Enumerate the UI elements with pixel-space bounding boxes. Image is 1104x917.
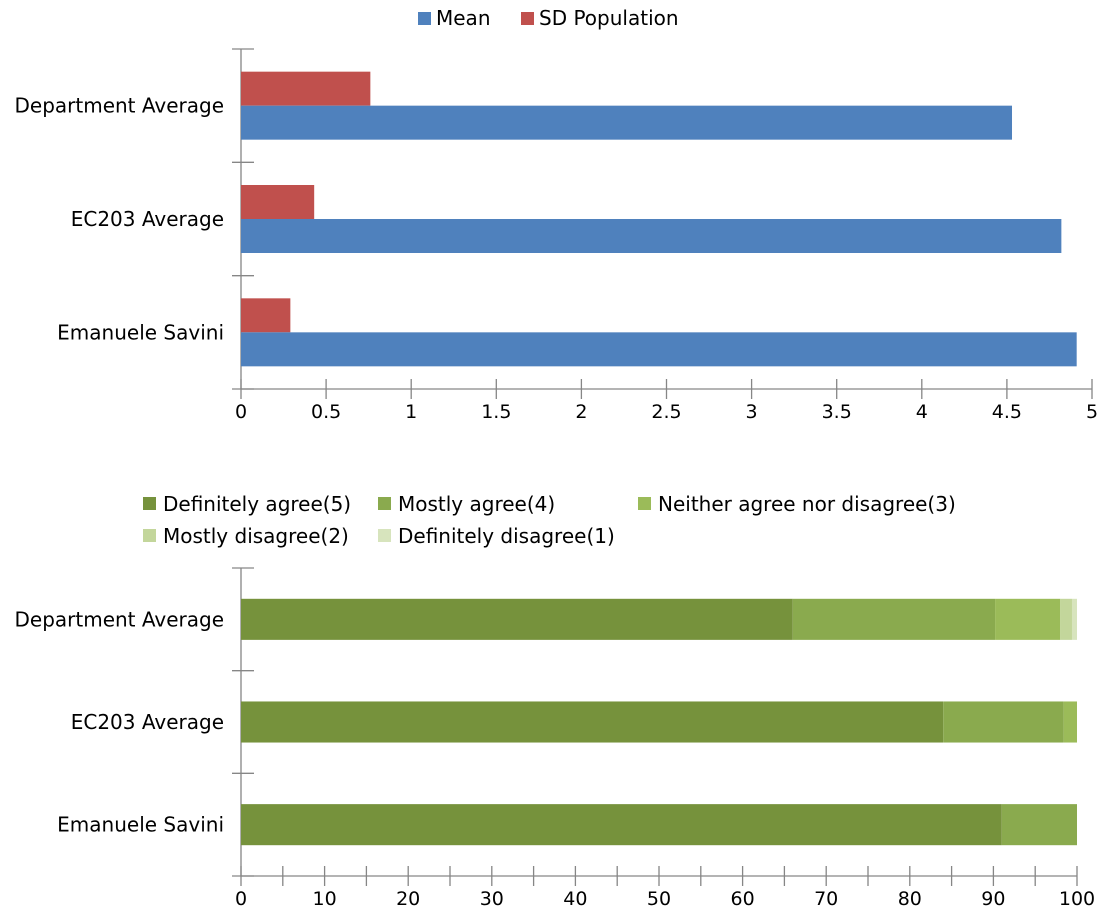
x-tick-label: 20 <box>396 888 420 910</box>
x-tick-label: 60 <box>731 888 755 910</box>
category-label-department-average: Department Average <box>14 94 224 118</box>
x-tick-label: 10 <box>313 888 337 910</box>
legend-swatch-sd-population <box>521 12 534 25</box>
bar-mean-ec203-average <box>241 219 1062 253</box>
x-tick-label: 0 <box>235 401 247 423</box>
category-label-ec203-average: EC203 Average <box>71 710 224 734</box>
category-label-emanuele-savini: Emanuele Savini <box>57 320 224 344</box>
category-label-emanuele-savini: Emanuele Savini <box>57 813 224 837</box>
legend-swatch-neither-agree-nor-disagree-3 <box>638 497 651 510</box>
x-tick-label: 1 <box>405 401 417 423</box>
bar-segment-definitely-agree-5-ec203-average <box>241 701 944 743</box>
bar-segment-definitely-agree-5-department-average <box>241 598 793 640</box>
legend-label-definitely-disagree-1: Definitely disagree(1) <box>398 524 615 548</box>
legend-swatch-definitely-agree-5 <box>143 497 156 510</box>
bar-mean-emanuele-savini <box>241 332 1077 367</box>
bar-mean-department-average <box>241 105 1013 140</box>
legend-label-mean: Mean <box>436 6 491 30</box>
x-tick-label: 3 <box>746 401 758 423</box>
bar-segment-mostly-agree-4-emanuele-savini <box>1001 804 1077 846</box>
x-tick-label: 100 <box>1059 888 1095 910</box>
category-label-ec203-average: EC203 Average <box>71 207 224 231</box>
legend-label-mostly-agree-4: Mostly agree(4) <box>398 492 555 516</box>
legend-swatch-definitely-disagree-1 <box>378 529 391 542</box>
legend-label-definitely-agree-5: Definitely agree(5) <box>163 492 351 516</box>
legend-swatch-mostly-disagree-2 <box>143 529 156 542</box>
bar-segment-mostly-disagree-2-department-average <box>1060 598 1072 640</box>
x-tick-label: 30 <box>480 888 504 910</box>
bar-sd-ec203-average <box>241 185 315 219</box>
x-tick-label: 5 <box>1086 401 1098 423</box>
legend-swatch-mean <box>418 12 431 25</box>
bar-segment-neither-agree-nor-disagree-3-department-average <box>995 598 1061 640</box>
x-tick-label: 0 <box>235 888 247 910</box>
legend-swatch-mostly-agree-4 <box>378 497 391 510</box>
x-tick-label: 2 <box>575 401 587 423</box>
x-tick-label: 2.5 <box>651 401 681 423</box>
x-tick-label: 4 <box>916 401 928 423</box>
x-tick-label: 1.5 <box>481 401 511 423</box>
category-label-department-average: Department Average <box>14 607 224 631</box>
x-tick-label: 3.5 <box>822 401 852 423</box>
x-tick-label: 4.5 <box>992 401 1022 423</box>
x-tick-label: 50 <box>647 888 671 910</box>
agreement-distribution-chart: Definitely agree(5) Mostly agree(4) Neithe… <box>14 492 1095 910</box>
legend-label-sd-population: SD Population <box>539 6 679 30</box>
bar-segment-mostly-agree-4-ec203-average <box>943 701 1064 743</box>
bar-segment-definitely-agree-5-emanuele-savini <box>241 804 1002 846</box>
legend-label-mostly-disagree-2: Mostly disagree(2) <box>163 524 349 548</box>
bar-segment-neither-agree-nor-disagree-3-ec203-average <box>1063 701 1077 743</box>
bar-sd-emanuele-savini <box>241 298 291 333</box>
x-tick-label: 40 <box>563 888 587 910</box>
x-tick-label: 90 <box>981 888 1005 910</box>
x-tick-label: 80 <box>898 888 922 910</box>
x-tick-label: 0.5 <box>311 401 341 423</box>
bar-sd-department-average <box>241 71 371 106</box>
legend-label-neither-agree-nor-disagree-3: Neither agree nor disagree(3) <box>658 492 956 516</box>
mean-sd-chart: Mean SD Population 0 0.5 1 1.5 2 2.5 3 3.5 4 4.5 5 De… <box>14 6 1098 423</box>
bar-segment-mostly-agree-4-department-average <box>792 598 996 640</box>
x-tick-label: 70 <box>814 888 838 910</box>
bar-segment-definitely-disagree-1-department-average <box>1071 598 1077 640</box>
